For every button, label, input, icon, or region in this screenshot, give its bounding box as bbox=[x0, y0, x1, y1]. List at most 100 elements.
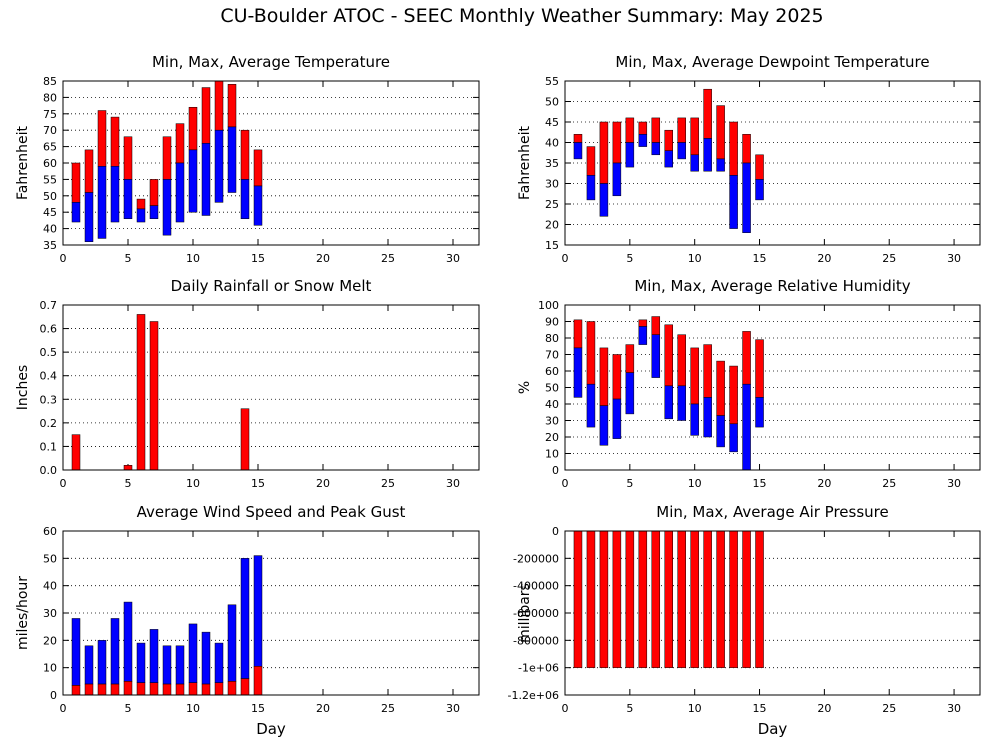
y-tick-label: 40 bbox=[43, 223, 57, 236]
bar-max-avg-day-15 bbox=[755, 530, 764, 668]
bar-rainfall-day-6 bbox=[136, 314, 146, 471]
bar-avg-min-day-10 bbox=[690, 403, 699, 436]
bar-avg-min-day-14 bbox=[742, 383, 751, 471]
bar-max-avg-day-10 bbox=[188, 106, 198, 151]
y-tick-label: 50 bbox=[43, 552, 57, 565]
bar-avg-min-day-1 bbox=[573, 347, 583, 398]
bar-avg-min-day-1 bbox=[573, 142, 583, 160]
x-tick-label: 20 bbox=[316, 477, 330, 490]
y-tick-label: 55 bbox=[43, 173, 57, 186]
y-tick-label: 50 bbox=[43, 190, 57, 203]
y-tick-label: -1.2e+06 bbox=[508, 689, 559, 702]
bar-peak-gust-day-5 bbox=[123, 601, 133, 682]
bar-max-avg-day-6 bbox=[638, 530, 648, 668]
bar-max-avg-day-3 bbox=[599, 347, 609, 406]
y-tick-label: 0.4 bbox=[40, 370, 58, 383]
bar-avg-min-day-10 bbox=[690, 154, 699, 172]
bar-avg-min-day-4 bbox=[110, 166, 120, 223]
bar-max-avg-day-8 bbox=[664, 129, 673, 151]
x-tick-label: 20 bbox=[316, 702, 330, 715]
bar-max-avg-day-13 bbox=[227, 84, 237, 128]
bar-avg-min-day-11 bbox=[703, 138, 712, 172]
y-tick-label: 80 bbox=[43, 91, 57, 104]
bar-avg-min-day-5 bbox=[625, 372, 635, 415]
x-tick-label: 25 bbox=[381, 477, 395, 490]
y-tick-label: 65 bbox=[43, 141, 57, 154]
y-tick-label: 50 bbox=[545, 96, 559, 109]
bar-avg-min-day-6 bbox=[638, 134, 648, 147]
bar-avg-wind-day-9 bbox=[175, 683, 185, 696]
x-tick-label: 5 bbox=[626, 702, 633, 715]
y-tick-label: 0.0 bbox=[40, 464, 58, 477]
bar-avg-min-day-11 bbox=[201, 143, 211, 216]
bar-max-avg-day-2 bbox=[586, 530, 596, 668]
bar-peak-gust-day-10 bbox=[188, 623, 198, 683]
bar-avg-wind-day-4 bbox=[110, 683, 120, 696]
y-tick-label: 0 bbox=[552, 464, 559, 477]
bar-avg-min-day-15 bbox=[755, 179, 764, 201]
chart-rainfall: Daily Rainfall or Snow Melt 0.0 0.1 0.2 0.3 0… bbox=[15, 277, 480, 490]
y-axis-label: % bbox=[517, 381, 533, 394]
bar-avg-wind-day-12 bbox=[214, 682, 224, 696]
y-tick-label: 60 bbox=[545, 365, 559, 378]
bar-avg-min-day-8 bbox=[664, 385, 673, 420]
x-tick-label: 20 bbox=[817, 702, 831, 715]
bar-max-avg-day-1 bbox=[71, 162, 81, 203]
y-tick-label: 0.6 bbox=[40, 323, 58, 336]
bar-avg-min-day-15 bbox=[755, 397, 764, 428]
bar-max-avg-day-6 bbox=[136, 198, 146, 210]
bar-max-avg-day-1 bbox=[573, 319, 583, 349]
chart-title: Daily Rainfall or Snow Melt bbox=[171, 277, 372, 295]
bar-rainfall-day-1 bbox=[71, 434, 81, 471]
bar-avg-min-day-13 bbox=[729, 175, 738, 229]
bar-max-avg-day-3 bbox=[599, 530, 609, 668]
bar-max-avg-day-14 bbox=[240, 129, 250, 180]
y-tick-label: 15 bbox=[545, 239, 559, 252]
bar-avg-min-day-13 bbox=[227, 126, 237, 193]
y-tick-label: 0.3 bbox=[40, 393, 58, 406]
x-tick-label: 0 bbox=[562, 477, 569, 490]
bar-avg-min-day-8 bbox=[664, 150, 673, 168]
bar-max-avg-day-12 bbox=[214, 80, 224, 131]
y-tick-label: 85 bbox=[43, 75, 57, 88]
bar-max-avg-day-2 bbox=[586, 146, 596, 176]
y-tick-label: -200000 bbox=[513, 552, 559, 565]
x-tick-label: 15 bbox=[753, 252, 767, 265]
bar-max-avg-day-15 bbox=[755, 339, 764, 398]
bar-avg-wind-day-5 bbox=[123, 681, 133, 696]
bar-max-avg-day-2 bbox=[84, 149, 94, 193]
bar-max-avg-day-5 bbox=[625, 117, 635, 143]
bar-max-avg-day-7 bbox=[651, 316, 661, 335]
chart-title: Min, Max, Average Dewpoint Temperature bbox=[615, 53, 929, 71]
bar-max-avg-day-11 bbox=[703, 530, 712, 668]
plot-frame bbox=[564, 80, 981, 246]
bar-rainfall-day-5 bbox=[123, 465, 133, 471]
page-title: CU-Boulder ATOC - SEEC Monthly Weather S… bbox=[220, 5, 823, 27]
chart-pressure: Min, Max, Average Air Pressure 0 -200000 -4… bbox=[508, 503, 981, 738]
x-tick-label: 10 bbox=[186, 702, 200, 715]
bar-avg-min-day-11 bbox=[703, 397, 712, 438]
y-tick-label: 20 bbox=[43, 634, 57, 647]
x-tick-label: 30 bbox=[947, 702, 961, 715]
bar-peak-gust-day-1 bbox=[71, 618, 81, 686]
y-tick-label: 10 bbox=[43, 662, 57, 675]
y-tick-label: 60 bbox=[43, 157, 57, 170]
bar-avg-wind-day-7 bbox=[149, 682, 159, 696]
y-tick-label: 40 bbox=[43, 580, 57, 593]
bar-avg-min-day-3 bbox=[97, 166, 107, 239]
x-tick-label: 10 bbox=[688, 702, 702, 715]
bar-max-avg-day-5 bbox=[625, 344, 635, 373]
bar-peak-gust-day-8 bbox=[162, 645, 172, 685]
chart-temperature: Min, Max, Average Temperature35404550556… bbox=[15, 53, 480, 265]
bar-max-avg-day-4 bbox=[110, 116, 120, 167]
bar-avg-min-day-5 bbox=[123, 179, 133, 220]
bar-max-avg-day-3 bbox=[97, 110, 107, 167]
bar-peak-gust-day-4 bbox=[110, 618, 120, 685]
bar-max-avg-day-13 bbox=[729, 365, 738, 425]
y-tick-label: -400000 bbox=[513, 580, 559, 593]
bar-avg-wind-day-1 bbox=[71, 685, 81, 696]
y-tick-label: 20 bbox=[545, 431, 559, 444]
y-tick-label: 40 bbox=[545, 398, 559, 411]
y-tick-label: 0.2 bbox=[40, 417, 58, 430]
